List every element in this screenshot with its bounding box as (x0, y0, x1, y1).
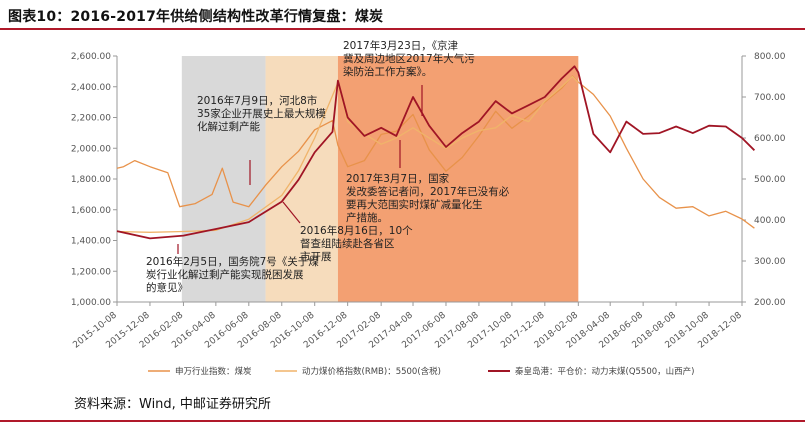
series-line-1 (116, 75, 755, 229)
y-left-tick-label: 1,600.00 (71, 206, 111, 216)
y-right-tick-label: 500.00 (754, 175, 786, 185)
y-left-tick-label: 1,400.00 (71, 237, 111, 247)
y-right-tick-label: 800.00 (754, 52, 786, 62)
annotation-2016-07-09: 2016年7月9日，河北8市 35家企业开展史上最大规模化解过剩产能 (197, 94, 326, 133)
footer-divider (0, 420, 805, 422)
arrow-2016-08-16 (282, 201, 301, 224)
annotation-2016-08-16: 2016年8月16日，10个督查组陆续赴各省区市开展 (300, 224, 413, 263)
legend-label-1: 申万行业指数：煤炭 (175, 366, 252, 377)
coal-market-chart: 1,000.00 1,200.00 1,400.00 1,600.00 1,800.00… (71, 39, 786, 377)
y-right-tick-label: 400.00 (754, 216, 786, 226)
chart-title: 图表10：2016-2017年供给侧结构性改革行情复盘：煤炭 (8, 9, 384, 25)
annotation-2017-03-23: 2017年3月23日，《京津冀及周边地区2017年大气污染防治工作方案》。 (343, 39, 475, 78)
series-line-2 (116, 75, 579, 233)
shaded-period-3 (337, 56, 579, 302)
y-left-tick-label: 1,000.00 (71, 298, 111, 308)
y-left-tick-label: 2,200.00 (71, 114, 111, 124)
y-right-tick-label: 600.00 (754, 134, 786, 144)
annotation-2016-02-05: 2016年2月5日，国务院7号《关于煤炭行业化解过剩产能实现脱困发展的意见》 (146, 255, 319, 294)
series-line-3 (116, 65, 756, 240)
y-right-tick-label: 200.00 (754, 298, 786, 308)
source-note: 资料来源：Wind, 中邮证券研究所 (74, 397, 271, 412)
legend-label-3: 秦皇岛港：平仓价：动力末煤(Q5500，山西产) (515, 366, 694, 377)
legend-label-2: 动力煤价格指数(RMB)：5500(含税) (302, 366, 441, 377)
y-right-tick-label: 700.00 (754, 93, 786, 103)
annotation-2017-03-07: 2017年3月7日，国家发改委答记者问，2017年已没有必要再大范围实时煤矿减量… (346, 172, 510, 224)
y-left-tick-label: 2,400.00 (71, 83, 111, 93)
y-left-tick-label: 1,200.00 (71, 267, 111, 277)
y-left-tick-label: 2,600.00 (71, 52, 111, 62)
title-divider (0, 28, 805, 30)
y-left-tick-label: 2,000.00 (71, 144, 111, 154)
y-left-tick-label: 1,800.00 (71, 175, 111, 185)
shaded-period-2 (265, 56, 338, 302)
shaded-period-1 (181, 56, 266, 302)
y-right-tick-label: 300.00 (754, 257, 786, 267)
